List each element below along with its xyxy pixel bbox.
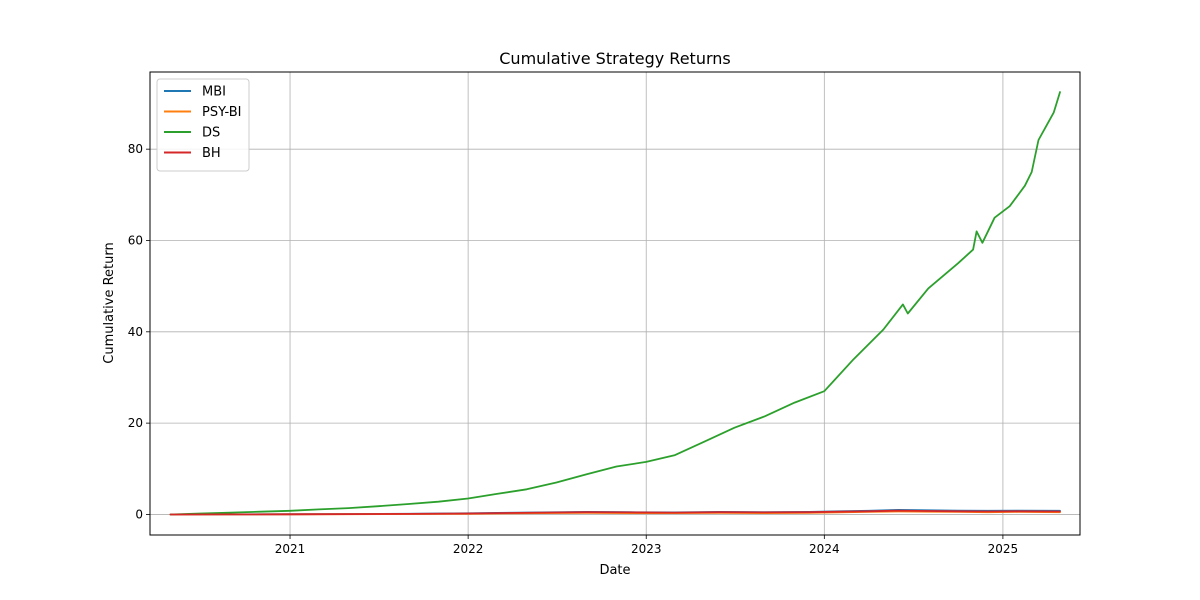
chart-title: Cumulative Strategy Returns: [499, 49, 730, 68]
series-lines: [169, 91, 1061, 516]
series-line-bh: [169, 509, 1061, 516]
grid: [150, 72, 1080, 535]
y-axis-label: Cumulative Return: [102, 242, 117, 363]
series-line-ds: [169, 91, 1061, 516]
legend-label-bh: BH: [202, 146, 221, 161]
y-tick-label: 20: [128, 416, 143, 430]
legend-label-mbi: MBI: [202, 85, 226, 100]
plot-area: [150, 72, 1080, 535]
x-tick-label: 2024: [809, 542, 840, 556]
legend-label-psy-bi: PSY-BI: [202, 105, 241, 120]
x-tick-label: 2021: [275, 542, 306, 556]
axis-ticks: 2021 2022 2023 2024 2025 0 20 40 60 80: [128, 142, 1018, 556]
x-axis-label: Date: [599, 563, 630, 578]
y-tick-label: 80: [128, 142, 143, 156]
legend: MBI PSY-BI DS BH: [156, 78, 250, 172]
x-tick-label: 2025: [988, 542, 1019, 556]
plot-frame: [149, 71, 1081, 536]
y-tick-label: 0: [135, 507, 143, 521]
x-tick-label: 2022: [453, 542, 484, 556]
x-tick-label: 2023: [631, 542, 662, 556]
y-tick-label: 40: [128, 325, 143, 339]
legend-box: [156, 78, 250, 172]
y-tick-label: 60: [128, 233, 143, 247]
legend-label-ds: DS: [202, 126, 220, 141]
